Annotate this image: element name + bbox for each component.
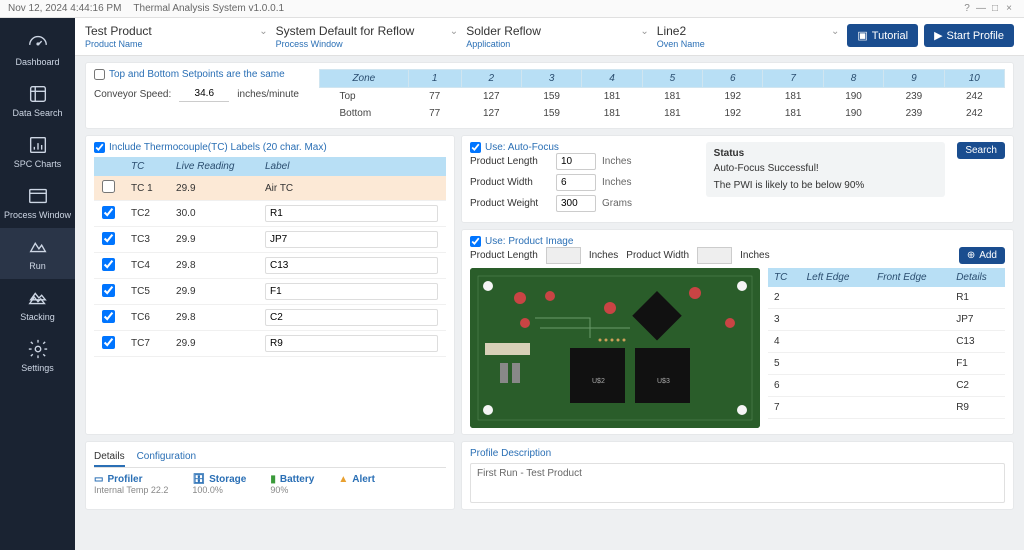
navlabel: SPC Charts [14,159,62,169]
tc-label-input[interactable] [265,205,438,222]
sidebar-item-dashboard[interactable]: Dashboard [0,24,75,75]
status-title: Status [714,148,938,159]
gear-icon [27,338,49,360]
app-title: Thermal Analysis System v1.0.0.1 [133,3,284,14]
tab-configuration[interactable]: Configuration [137,448,196,467]
selector-oven-name[interactable]: Line2⌄Oven Name [657,24,840,49]
svg-text:U$3: U$3 [657,378,670,385]
run-icon [27,236,49,258]
close-icon[interactable]: × [1002,3,1016,14]
conveyor-speed-input[interactable] [179,86,229,102]
pimg-length-input[interactable] [546,247,581,264]
tc-checkbox[interactable] [102,180,115,193]
chevron-down-icon: ⌄ [831,26,839,37]
navlabel: Data Search [12,108,62,118]
gauge-icon [27,32,49,54]
alert-icon: ▲ [338,474,348,485]
tc-checkbox[interactable] [102,232,115,245]
tc-row: TC429.8 [94,253,446,279]
svg-text:U$2: U$2 [592,378,605,385]
minimize-icon[interactable]: — [974,3,988,14]
conveyor-label: Conveyor Speed: [94,89,171,100]
chevron-down-icon: ⌄ [450,26,458,37]
tc-checkbox[interactable] [102,336,115,349]
chevron-down-icon: ⌄ [259,26,267,37]
tab-details[interactable]: Details [94,448,125,467]
tc-checkbox[interactable] [102,258,115,271]
tc-label-input[interactable] [265,335,438,352]
book-icon: ▣ [857,29,867,42]
selector-product-name[interactable]: Test Product⌄Product Name [85,24,268,49]
product-width-input[interactable] [556,174,596,191]
chart-icon [27,134,49,156]
use-autofocus-checkbox[interactable]: Use: Auto-Focus [470,142,694,153]
edge-row[interactable]: 3JP7 [768,309,1005,331]
start-profile-button[interactable]: ▶ Start Profile [924,24,1014,47]
profile-description[interactable]: First Run - Test Product [470,463,1005,503]
status-line1: Auto-Focus Successful! [714,163,938,174]
navlabel: Stacking [20,312,55,322]
edge-row[interactable]: 5F1 [768,353,1005,375]
sidebar-item-data-search[interactable]: Data Search [0,75,75,126]
sidebar-item-run[interactable]: Run [0,228,75,279]
sidebar-item-settings[interactable]: Settings [0,330,75,381]
navlabel: Process Window [4,210,71,220]
tc-row: TC729.9 [94,331,446,357]
storage-icon: 🗄 [192,474,205,485]
tc-row: TC230.0 [94,201,446,227]
pimg-width-input[interactable] [697,247,732,264]
sidebar-item-stacking[interactable]: Stacking [0,279,75,330]
navlabel: Dashboard [15,57,59,67]
selector-process-window[interactable]: System Default for Reflow⌄Process Window [276,24,459,49]
timestamp: Nov 12, 2024 4:44:16 PM [8,3,121,14]
search-button[interactable]: Search [957,142,1005,159]
edge-table: TCLeft EdgeFront EdgeDetails2R13JP74C135… [768,268,1005,419]
tc-row: TC629.8 [94,305,446,331]
chevron-down-icon: ⌄ [640,26,648,37]
tc-label-input[interactable] [265,309,438,326]
tc-checkbox[interactable] [102,310,115,323]
help-icon[interactable]: ? [960,3,974,14]
profiler-icon: ▭ [94,474,103,485]
tc-label-input[interactable] [265,283,438,300]
edge-row[interactable]: 7R9 [768,397,1005,419]
battery-icon: ▮ [270,474,276,485]
edge-row[interactable]: 2R1 [768,287,1005,309]
sidebar-item-spc-charts[interactable]: SPC Charts [0,126,75,177]
tutorial-button[interactable]: ▣ Tutorial [847,24,918,47]
tc-row: TC329.9 [94,227,446,253]
setpoints-same-checkbox[interactable]: Top and Bottom Setpoints are the same [94,69,299,80]
maximize-icon[interactable]: □ [988,3,1002,14]
status-line2: The PWI is likely to be below 90% [714,180,938,191]
tc-checkbox[interactable] [102,284,115,297]
include-tc-checkbox[interactable]: Include Thermocouple(TC) Labels (20 char… [94,142,446,153]
play-icon: ▶ [934,29,942,42]
tc-row: TC529.9 [94,279,446,305]
profile-desc-title: Profile Description [470,448,1005,459]
tc-label-input[interactable] [265,257,438,274]
tc-row: TC 129.9Air TC [94,176,446,201]
add-button[interactable]: ⊕ Add [959,247,1005,264]
conveyor-unit: inches/minute [237,89,299,100]
window-icon [27,185,49,207]
use-product-image-checkbox[interactable]: Use: Product Image [470,236,1005,247]
tc-label-input[interactable] [265,231,438,248]
product-weight-input[interactable] [556,195,596,212]
add-icon: ⊕ [967,250,975,261]
edge-row[interactable]: 4C13 [768,331,1005,353]
navlabel: Settings [21,363,54,373]
pcb-image: U$2 U$3 [470,268,760,428]
tc-table: TCLive ReadingLabelTC 129.9Air TCTC230.0… [94,157,446,357]
edge-row[interactable]: 6C2 [768,375,1005,397]
product-length-input[interactable] [556,153,596,170]
zone-table: Zone12345678910Top7712715918118119218119… [319,69,1005,122]
data-icon [27,83,49,105]
tc-checkbox[interactable] [102,206,115,219]
sidebar-item-process-window[interactable]: Process Window [0,177,75,228]
selector-application[interactable]: Solder Reflow⌄Application [466,24,649,49]
navlabel: Run [29,261,46,271]
stack-icon [27,287,49,309]
